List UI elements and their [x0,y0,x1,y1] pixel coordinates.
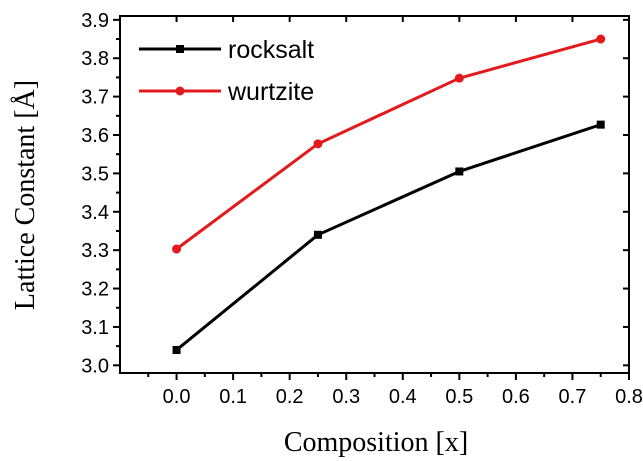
series-wurtzite [172,34,606,254]
x-tick-label: 0.4 [389,386,417,408]
y-tick-label: 3.1 [81,317,109,339]
x-tick-label: 0.3 [332,386,360,408]
x-tick-label: 0.5 [445,386,473,408]
data-point [313,139,323,149]
data-point [454,73,464,83]
plot-frame [119,15,630,374]
y-tick-label: 3.5 [81,163,109,185]
x-tick-label: 0.7 [559,386,587,408]
data-point [172,244,182,254]
series-line-wurtzite [175,37,602,251]
axis-tick-labels: 0.0 0.1 0.2 0.3 0.4 0.5 0.6 0.7 0.8 3.0 3.1 3.2 3.3 3… [81,10,643,408]
y-tick-label: 3.8 [81,48,109,70]
series-layer [172,34,606,354]
series-rocksalt [172,120,605,354]
legend: rocksalt wurtzite [139,36,314,106]
legend-label: wurtzite [227,78,314,106]
x-tick-label: 0.0 [163,386,191,408]
y-tick-label: 3.0 [81,355,109,377]
y-axis-title: Lattice Constant [Å] [10,80,41,310]
data-point [596,120,605,129]
y-tick-label: 3.2 [81,279,109,301]
y-tick-label: 3.4 [81,202,109,224]
legend-label: rocksalt [228,36,314,64]
x-tick-label: 0.1 [219,386,247,408]
y-tick-label: 3.7 [81,87,109,109]
legend-item-rocksalt: rocksalt [139,36,314,64]
axis-ticks [113,16,630,380]
y-tick-label: 3.3 [81,240,109,262]
legend-marker [175,86,185,96]
data-point [596,34,606,44]
legend-item-wurtzite: wurtzite [139,78,314,106]
y-tick-label: 3.6 [81,125,109,147]
series-line-rocksalt [175,123,602,352]
x-tick-label: 0.8 [615,386,643,408]
data-point [172,345,181,354]
y-tick-label: 3.9 [81,10,109,32]
legend-marker [176,45,184,53]
x-tick-label: 0.6 [502,386,530,408]
data-point [313,230,322,239]
x-axis-title: Composition [x] [284,427,468,458]
data-point [455,167,464,176]
x-tick-label: 0.2 [276,386,304,408]
